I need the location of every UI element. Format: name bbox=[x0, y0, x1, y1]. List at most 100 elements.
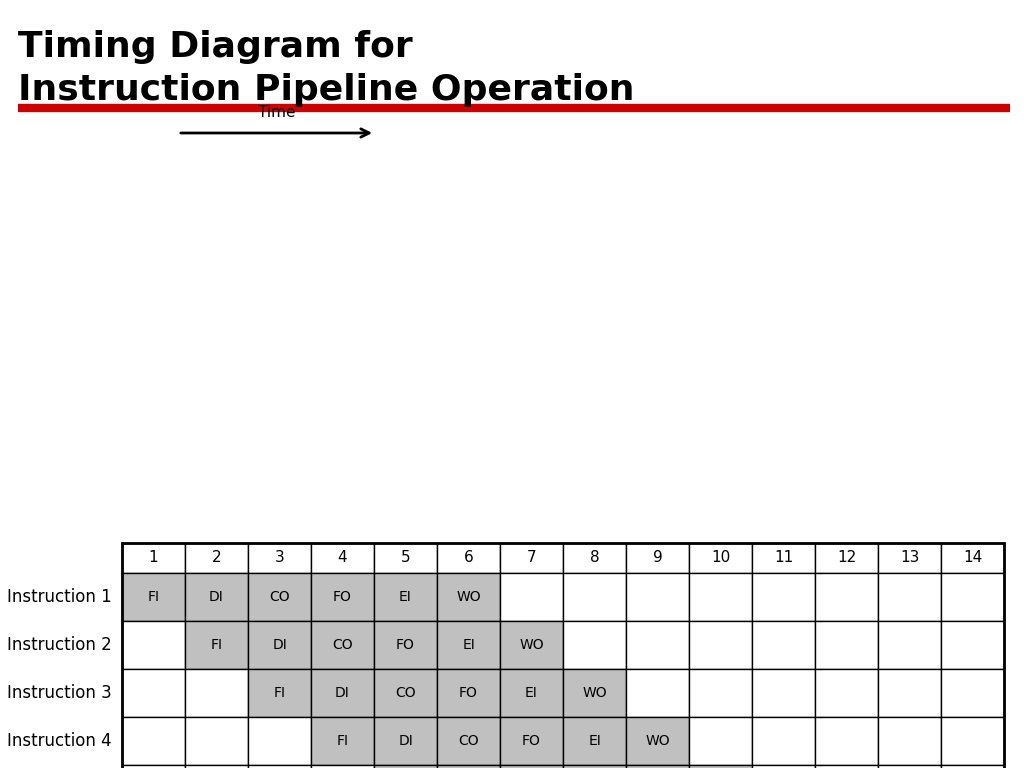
Text: 2: 2 bbox=[212, 551, 221, 565]
Bar bbox=[689, 573, 752, 621]
Bar bbox=[122, 621, 185, 669]
Bar bbox=[878, 573, 941, 621]
Bar bbox=[122, 765, 185, 768]
Text: Instruction 4: Instruction 4 bbox=[7, 732, 112, 750]
Bar bbox=[815, 717, 878, 765]
Text: 11: 11 bbox=[774, 551, 794, 565]
Bar bbox=[374, 573, 437, 621]
Bar bbox=[248, 717, 311, 765]
Text: 10: 10 bbox=[711, 551, 730, 565]
Bar bbox=[185, 669, 248, 717]
Text: 3: 3 bbox=[274, 551, 285, 565]
Bar bbox=[878, 543, 941, 573]
Text: EI: EI bbox=[588, 734, 601, 748]
Bar bbox=[752, 573, 815, 621]
Text: EI: EI bbox=[399, 590, 412, 604]
Bar bbox=[311, 717, 374, 765]
Text: WO: WO bbox=[645, 734, 670, 748]
Text: EI: EI bbox=[525, 686, 538, 700]
Bar bbox=[689, 621, 752, 669]
Bar bbox=[878, 669, 941, 717]
Text: FI: FI bbox=[147, 590, 160, 604]
Bar bbox=[248, 669, 311, 717]
Bar bbox=[248, 543, 311, 573]
Bar bbox=[500, 669, 563, 717]
Bar bbox=[689, 717, 752, 765]
Bar bbox=[311, 765, 374, 768]
Bar bbox=[122, 717, 185, 765]
Bar bbox=[311, 543, 374, 573]
Bar bbox=[563, 573, 626, 621]
Bar bbox=[563, 717, 626, 765]
Bar bbox=[941, 621, 1004, 669]
Bar bbox=[185, 621, 248, 669]
Bar bbox=[122, 543, 1004, 768]
Bar bbox=[185, 765, 248, 768]
Text: CO: CO bbox=[395, 686, 416, 700]
Text: FI: FI bbox=[337, 734, 348, 748]
Text: DI: DI bbox=[335, 686, 350, 700]
Bar bbox=[122, 669, 185, 717]
Bar bbox=[815, 765, 878, 768]
Text: CO: CO bbox=[332, 638, 353, 652]
Text: CO: CO bbox=[458, 734, 479, 748]
Bar bbox=[815, 669, 878, 717]
Bar bbox=[626, 573, 689, 621]
Bar bbox=[374, 543, 437, 573]
Bar bbox=[626, 669, 689, 717]
Bar bbox=[626, 765, 689, 768]
Text: WO: WO bbox=[456, 590, 481, 604]
Bar bbox=[752, 765, 815, 768]
Bar bbox=[374, 621, 437, 669]
Text: Instruction 1: Instruction 1 bbox=[7, 588, 112, 606]
Text: CO: CO bbox=[269, 590, 290, 604]
Text: Timing Diagram for: Timing Diagram for bbox=[18, 30, 413, 64]
Text: FO: FO bbox=[459, 686, 478, 700]
Bar bbox=[626, 543, 689, 573]
Bar bbox=[185, 717, 248, 765]
Bar bbox=[437, 543, 500, 573]
Bar bbox=[500, 621, 563, 669]
Bar bbox=[500, 717, 563, 765]
Bar bbox=[689, 765, 752, 768]
Text: FI: FI bbox=[273, 686, 286, 700]
Bar bbox=[941, 669, 1004, 717]
Bar bbox=[752, 669, 815, 717]
Text: Instruction Pipeline Operation: Instruction Pipeline Operation bbox=[18, 73, 635, 107]
Text: FI: FI bbox=[211, 638, 222, 652]
Text: Time: Time bbox=[258, 105, 295, 120]
Bar bbox=[752, 621, 815, 669]
Bar bbox=[122, 543, 185, 573]
Text: WO: WO bbox=[583, 686, 607, 700]
Bar bbox=[752, 717, 815, 765]
Text: FO: FO bbox=[333, 590, 352, 604]
Text: EI: EI bbox=[462, 638, 475, 652]
Bar bbox=[941, 765, 1004, 768]
Bar bbox=[374, 717, 437, 765]
Bar bbox=[374, 765, 437, 768]
Text: 1: 1 bbox=[148, 551, 159, 565]
Bar bbox=[437, 621, 500, 669]
Text: 8: 8 bbox=[590, 551, 599, 565]
Bar bbox=[437, 765, 500, 768]
Bar bbox=[878, 621, 941, 669]
Bar bbox=[311, 669, 374, 717]
Text: FO: FO bbox=[396, 638, 415, 652]
Bar bbox=[563, 621, 626, 669]
Text: Instruction 3: Instruction 3 bbox=[7, 684, 112, 702]
Bar bbox=[815, 543, 878, 573]
Text: 7: 7 bbox=[526, 551, 537, 565]
Text: DI: DI bbox=[272, 638, 287, 652]
Bar bbox=[752, 543, 815, 573]
Bar bbox=[878, 717, 941, 765]
Bar bbox=[500, 765, 563, 768]
Bar bbox=[815, 621, 878, 669]
Bar bbox=[185, 573, 248, 621]
Bar bbox=[626, 717, 689, 765]
Bar bbox=[437, 669, 500, 717]
Bar bbox=[689, 669, 752, 717]
Bar bbox=[941, 573, 1004, 621]
Bar bbox=[500, 573, 563, 621]
Text: 9: 9 bbox=[652, 551, 663, 565]
Bar bbox=[248, 621, 311, 669]
